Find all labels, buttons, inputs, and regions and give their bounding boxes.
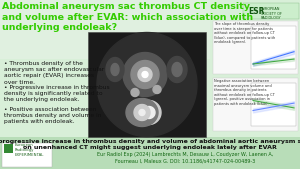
Polygon shape xyxy=(139,110,145,115)
Polygon shape xyxy=(172,63,182,77)
Polygon shape xyxy=(153,86,161,93)
Text: • Progressive increase in thrombus
density is significantly related to
the under: • Progressive increase in thrombus densi… xyxy=(4,85,110,102)
Polygon shape xyxy=(143,106,155,118)
Polygon shape xyxy=(131,89,139,96)
Text: The slope of thrombus density
over time is steeper for patients
without endoleak: The slope of thrombus density over time … xyxy=(214,22,275,44)
Text: European
Radiology
EXPERIMENTAL: European Radiology EXPERIMENTAL xyxy=(15,143,44,156)
Bar xyxy=(213,78,298,131)
Polygon shape xyxy=(134,104,150,120)
Text: ESR: ESR xyxy=(248,6,265,16)
Polygon shape xyxy=(111,64,119,76)
Polygon shape xyxy=(123,53,167,96)
Text: Abdominal aneurysm sac thrombus CT density
and volume after EVAR: which associat: Abdominal aneurysm sac thrombus CT densi… xyxy=(2,2,253,32)
Polygon shape xyxy=(137,101,161,125)
Text: A progressive increase in thrombus density and volume of abdominal aortic aneury: A progressive increase in thrombus densi… xyxy=(0,139,300,150)
Polygon shape xyxy=(138,67,152,81)
Text: Negative association between
maximal aneurysm volume and
thrombus density in pat: Negative association between maximal ane… xyxy=(214,79,275,106)
Polygon shape xyxy=(167,56,187,82)
Bar xyxy=(88,32,206,137)
Polygon shape xyxy=(142,71,148,78)
Polygon shape xyxy=(97,32,197,137)
Bar xyxy=(0,0,210,59)
Polygon shape xyxy=(131,61,159,89)
Bar xyxy=(4,144,13,153)
Bar xyxy=(243,3,299,19)
Bar xyxy=(213,21,298,74)
Polygon shape xyxy=(106,57,124,81)
Bar xyxy=(0,137,300,169)
Bar xyxy=(251,83,296,126)
Text: • Positive association between
thrombus density and volume in
patients with endo: • Positive association between thrombus … xyxy=(4,107,101,124)
Polygon shape xyxy=(126,99,158,127)
Text: EUROPEAN
SOCIETY OF
RADIOLOGY: EUROPEAN SOCIETY OF RADIOLOGY xyxy=(261,7,282,20)
Bar xyxy=(251,26,296,69)
Text: • Thrombus density of the
aneurysm sac after endovascular
aortic repair (EVAR) i: • Thrombus density of the aneurysm sac a… xyxy=(4,61,104,85)
Text: Eur Radiol Exp (2024) Lambrechts M, Desauw L, Coudyzer W, Laenen A,
Fourneau I, : Eur Radiol Exp (2024) Lambrechts M, Desa… xyxy=(97,152,273,163)
Bar xyxy=(2,143,52,167)
